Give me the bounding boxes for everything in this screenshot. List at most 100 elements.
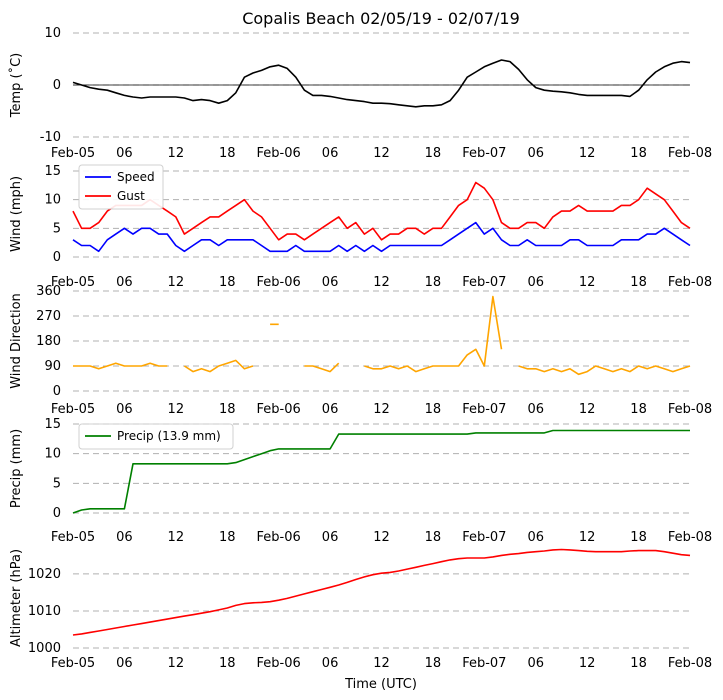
y-tick-label: 360	[36, 284, 61, 299]
y-tick-label: 10	[44, 26, 61, 41]
x-tick-label: Feb-06	[257, 402, 301, 417]
x-tick-label: Feb-08	[668, 530, 712, 545]
x-tick-label: 18	[219, 402, 236, 417]
y-tick-label: -10	[40, 130, 61, 145]
x-tick-label: 18	[219, 656, 236, 671]
x-tick-label: Feb-08	[668, 146, 712, 161]
x-tick-label: 12	[579, 275, 596, 290]
x-tick-label: Feb-06	[257, 656, 301, 671]
x-tick-label: 12	[168, 402, 185, 417]
series-line	[72, 59, 691, 108]
y-tick-label: 1020	[28, 567, 61, 582]
y-tick-label: 15	[44, 164, 61, 179]
y-tick-label: 10	[44, 447, 61, 462]
legend-label: Speed	[117, 170, 155, 184]
x-tick-label: 12	[373, 275, 390, 290]
y-tick-label: 90	[44, 359, 61, 374]
series-precip-13-9-mm	[72, 429, 690, 514]
x-tick-label: 06	[116, 146, 133, 161]
y-axis-label: Precip (mm)	[9, 429, 24, 508]
x-tick-label: 06	[527, 402, 544, 417]
legend: Speed Gust	[78, 164, 164, 210]
panel-2: 0 5 10 15 Feb-05 06 12 18 Feb-06 06 12 18 Feb-07 06 12…	[9, 164, 712, 290]
x-tick-label: 12	[579, 146, 596, 161]
x-tick-label: 12	[579, 656, 596, 671]
x-tick-label: 18	[425, 402, 442, 417]
x-tick-label: 12	[373, 402, 390, 417]
x-tick-label: 18	[219, 275, 236, 290]
x-tick-label: 18	[425, 656, 442, 671]
y-axis-label: Wind (mph)	[9, 176, 24, 252]
y-tick-label: 5	[53, 221, 61, 236]
x-tick-label: 06	[322, 275, 339, 290]
x-tick-label: 06	[116, 275, 133, 290]
x-tick-label: 12	[168, 530, 185, 545]
x-tick-label: 18	[425, 530, 442, 545]
y-tick-label: 15	[44, 417, 61, 432]
x-tick-label: Feb-08	[668, 275, 712, 290]
x-tick-label: Feb-05	[51, 146, 95, 161]
legend-label: Gust	[117, 189, 145, 203]
series-line	[73, 295, 691, 376]
legend-box	[78, 164, 164, 210]
legend-box	[78, 423, 234, 450]
x-tick-label: 06	[527, 146, 544, 161]
x-tick-label: 06	[322, 530, 339, 545]
legend-label: Precip (13.9 mm)	[117, 429, 221, 443]
x-axis-label: Time (UTC)	[344, 677, 417, 692]
x-tick-label: 06	[116, 530, 133, 545]
y-axis-label: Altimeter (hPa)	[9, 549, 24, 647]
x-tick-label: 18	[219, 146, 236, 161]
x-tick-label: 06	[527, 530, 544, 545]
panels: -10 0 10 Feb-05 06 12 18 Feb-06 06 12 18 Feb-07 06 12…	[8, 26, 712, 671]
panel-4: 0 5 10 15 Feb-05 06 12 18 Feb-06 06 12 18 Feb-07 06 12…	[9, 417, 712, 545]
x-tick-label: Feb-06	[257, 146, 301, 161]
x-tick-label: 06	[322, 656, 339, 671]
y-tick-label: 1010	[28, 604, 61, 619]
x-tick-label: 18	[630, 656, 647, 671]
x-tick-label: 06	[116, 402, 133, 417]
x-tick-label: 12	[579, 402, 596, 417]
y-tick-label: 0	[53, 506, 61, 521]
y-tick-label: 180	[36, 334, 61, 349]
y-axis-label: Wind Direction	[9, 293, 24, 389]
panel-5: 1000 1010 1020 Feb-05 06 12 18 Feb-06 06 12 18 Feb-…	[9, 548, 712, 671]
x-tick-label: 18	[219, 530, 236, 545]
x-tick-label: 06	[322, 146, 339, 161]
x-tick-label: Feb-07	[462, 530, 506, 545]
series-speed	[72, 221, 691, 253]
x-tick-label: 12	[168, 275, 185, 290]
x-tick-label: Feb-05	[51, 402, 95, 417]
y-tick-label: 0	[53, 384, 61, 399]
x-tick-label: 12	[373, 530, 390, 545]
x-tick-label: Feb-07	[462, 656, 506, 671]
x-tick-label: Feb-05	[51, 530, 95, 545]
x-tick-label: 12	[579, 530, 596, 545]
y-axis-label: Temp (˚C)	[8, 53, 24, 119]
panel-1: -10 0 10 Feb-05 06 12 18 Feb-06 06 12 18 Feb-07 06 12…	[8, 26, 712, 161]
x-tick-label: Feb-07	[462, 146, 506, 161]
x-tick-label: 18	[630, 530, 647, 545]
x-tick-label: 18	[630, 275, 647, 290]
series-gust	[72, 181, 691, 241]
x-tick-label: Feb-05	[51, 656, 95, 671]
x-tick-label: 12	[168, 656, 185, 671]
y-tick-label: 270	[36, 309, 61, 324]
x-tick-label: 18	[630, 146, 647, 161]
chart-title: Copalis Beach 02/05/19 - 02/07/19	[242, 9, 520, 28]
x-tick-label: 12	[168, 146, 185, 161]
x-tick-label: 06	[527, 275, 544, 290]
y-tick-label: 5	[53, 476, 61, 491]
x-tick-label: 12	[373, 656, 390, 671]
y-tick-label: 0	[53, 250, 61, 265]
y-tick-label: 10	[44, 193, 61, 208]
x-tick-label: 18	[630, 402, 647, 417]
y-tick-label: 0	[53, 78, 61, 93]
panel-3: 0 90 180 270 360 Feb-05 06 12 18 Feb-06 06 12 18 Feb-…	[9, 284, 712, 417]
x-tick-label: Feb-07	[462, 275, 506, 290]
x-tick-label: Feb-06	[257, 275, 301, 290]
x-tick-label: 12	[373, 146, 390, 161]
y-tick-label: 1000	[28, 641, 61, 656]
x-tick-label: 06	[527, 656, 544, 671]
x-tick-label: Feb-05	[51, 275, 95, 290]
